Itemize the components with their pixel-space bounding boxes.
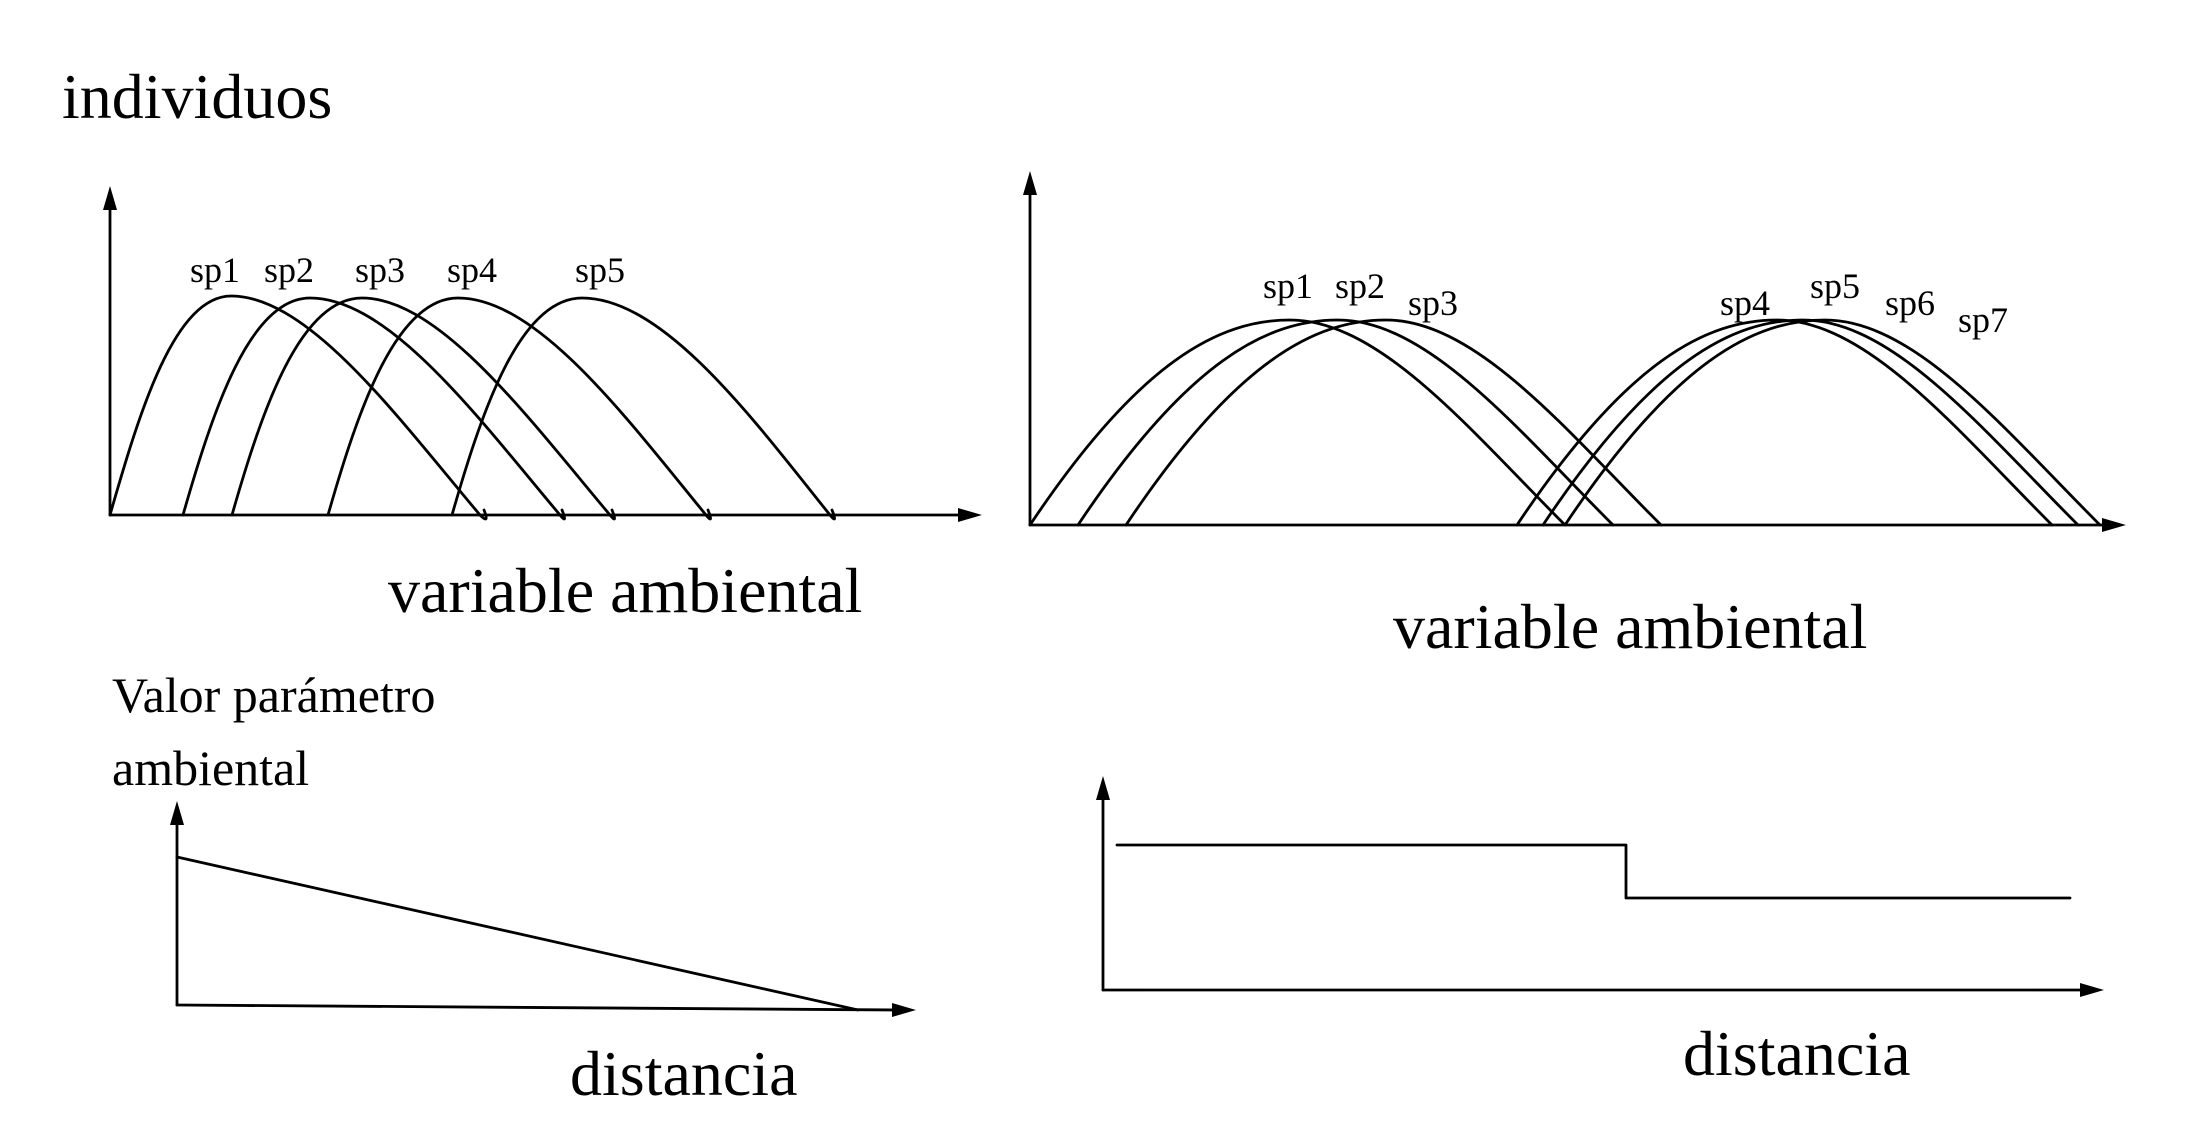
curve-sp1 [1028, 318, 1567, 527]
species-label-sp4: sp4 [447, 250, 497, 290]
species-label-sp5: sp5 [575, 250, 625, 290]
x-axis-arrow [2102, 518, 2126, 532]
species-label-sp2: sp2 [1335, 266, 1385, 306]
x-axis-label-distancia: distancia [570, 1038, 797, 1109]
curve-sp4 [326, 296, 712, 521]
x-axis-label-distancia: distancia [1683, 1018, 1910, 1089]
y-axis-arrow [170, 801, 184, 825]
y-axis-arrow [1023, 171, 1037, 195]
species-label-sp5: sp5 [1810, 266, 1860, 306]
y-axis-label-line1: Valor parámetro [112, 667, 435, 723]
y-axis-arrow [1096, 776, 1110, 800]
curve-sp5 [450, 296, 836, 521]
x-axis-arrow [958, 508, 982, 522]
curve-sp6 [1563, 318, 2102, 527]
panel-top-left: individuos sp1 sp2 sp3 sp4 sp5 variable … [62, 61, 982, 626]
x-axis-arrow [2080, 983, 2104, 997]
gradient-line [175, 855, 860, 1012]
species-label-sp4: sp4 [1720, 283, 1770, 323]
x-axis [175, 1003, 902, 1012]
curve-sp2 [1076, 318, 1615, 527]
curve-sp3 [1124, 318, 1663, 527]
species-label-sp6: sp6 [1885, 283, 1935, 323]
curve-sp4 [1515, 318, 2054, 527]
y-axis-label-individuos: individuos [62, 61, 332, 132]
species-label-sp3: sp3 [355, 250, 405, 290]
species-label-sp1: sp1 [1263, 266, 1313, 306]
curve-sp1 [108, 294, 488, 521]
x-axis-label-variable-ambiental: variable ambiental [388, 555, 862, 626]
curve-sp2 [181, 296, 566, 521]
panel-top-right: sp1 sp2 sp3 sp4 sp5 sp6 sp7 variable amb… [1023, 171, 2126, 662]
curve-sp3 [230, 296, 616, 521]
step-line [1115, 843, 2072, 900]
x-axis-label-variable-ambiental: variable ambiental [1393, 591, 1867, 662]
curve-sp5 [1541, 318, 2080, 527]
panel-bottom-left: Valor parámetro ambiental distancia [112, 667, 916, 1109]
y-axis-label-line2: ambiental [112, 740, 309, 796]
species-label-sp7: sp7 [1958, 300, 2008, 340]
x-axis-arrow [892, 1003, 916, 1017]
species-label-sp1: sp1 [190, 250, 240, 290]
y-axis-arrow [103, 186, 117, 210]
panel-bottom-right: distancia [1096, 776, 2104, 1089]
species-label-sp3: sp3 [1408, 283, 1458, 323]
species-label-sp2: sp2 [264, 250, 314, 290]
